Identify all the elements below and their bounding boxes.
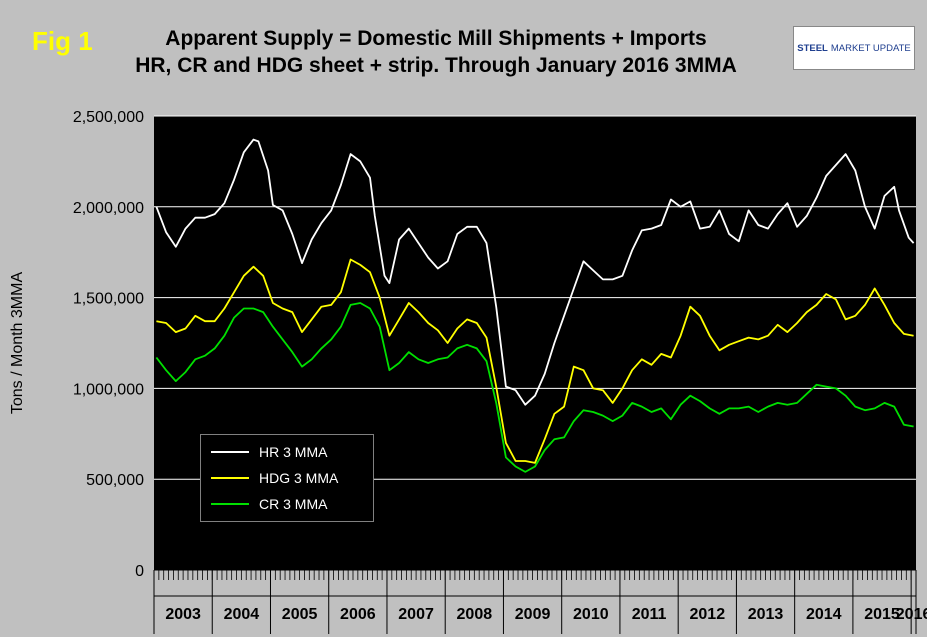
y-tick-label: 1,000,000 bbox=[73, 381, 144, 398]
legend-swatch-hdg bbox=[211, 477, 249, 479]
x-year-label: 2005 bbox=[282, 606, 318, 623]
y-tick-label: 2,000,000 bbox=[73, 200, 144, 217]
legend-label-hr: HR 3 MMA bbox=[259, 444, 328, 460]
chart-title: Apparent Supply = Domestic Mill Shipment… bbox=[165, 27, 707, 50]
x-year-label: 2012 bbox=[690, 606, 726, 623]
legend-swatch-hr bbox=[211, 451, 249, 453]
x-year-label: 2009 bbox=[515, 606, 551, 623]
legend: HR 3 MMA HDG 3 MMA CR 3 MMA bbox=[200, 434, 374, 522]
legend-swatch-cr bbox=[211, 503, 249, 505]
y-tick-label: 2,500,000 bbox=[73, 109, 144, 126]
legend-label-cr: CR 3 MMA bbox=[259, 496, 328, 512]
x-year-label: 2014 bbox=[806, 606, 842, 623]
y-tick-label: 500,000 bbox=[86, 472, 144, 489]
x-year-label: 2007 bbox=[398, 606, 434, 623]
logo-text-market-update: MARKET UPDATE bbox=[830, 42, 911, 54]
x-year-label: 2003 bbox=[165, 606, 201, 623]
series-line-cr bbox=[155, 302, 914, 473]
x-axis: 2003 2004 2005 2006 2007 2008 2009 2010 2011 2012… bbox=[153, 569, 927, 634]
legend-item-hdg: HDG 3 MMA bbox=[211, 468, 338, 488]
x-year-label: 2004 bbox=[224, 606, 260, 623]
y-axis: 0 500,000 1,000,000 1,500,000 2,000,000 2,500… bbox=[73, 109, 144, 580]
x-year-label: 2010 bbox=[573, 606, 609, 623]
series-lines bbox=[155, 138, 915, 473]
series-line-hdg bbox=[156, 258, 914, 464]
logo-text-steel: STEEL bbox=[797, 42, 828, 54]
legend-label-hdg: HDG 3 MMA bbox=[259, 470, 339, 486]
figure-label: Fig 1 bbox=[32, 26, 93, 56]
steel-market-update-logo: STEEL MARKET UPDATE bbox=[793, 26, 915, 70]
chart-subtitle: HR, CR and HDG sheet + strip. Through Ja… bbox=[135, 54, 737, 77]
y-tick-label: 0 bbox=[135, 563, 144, 580]
series-line-hr bbox=[155, 138, 915, 406]
y-tick-label: 1,500,000 bbox=[73, 291, 144, 308]
x-year-label: 2006 bbox=[340, 606, 376, 623]
legend-item-cr: CR 3 MMA bbox=[211, 494, 327, 514]
x-year-label: 2008 bbox=[457, 606, 493, 623]
x-year-label: 2013 bbox=[748, 606, 784, 623]
y-axis-label: Tons / Month 3MMA bbox=[9, 272, 26, 415]
legend-item-hr: HR 3 MMA bbox=[211, 442, 327, 462]
x-year-label: 2011 bbox=[632, 606, 667, 623]
x-year-label: 2016 bbox=[896, 606, 927, 623]
x-year-label: 2015 bbox=[864, 606, 900, 623]
